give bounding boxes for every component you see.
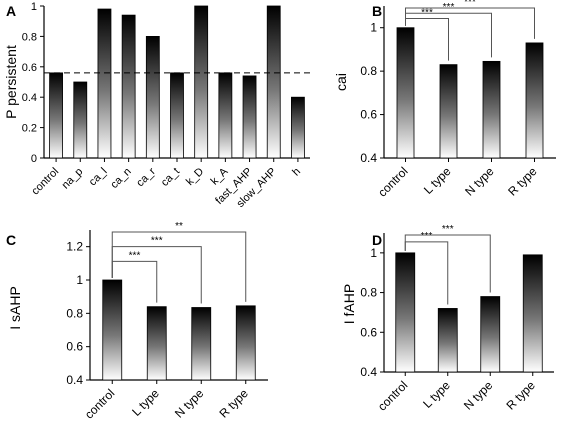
bar	[218, 72, 233, 159]
y-axis-label: I sAHP	[7, 286, 23, 330]
significance-label: ***	[129, 250, 141, 261]
significance-bracket	[111, 231, 247, 302]
x-tick-label: k_D	[184, 166, 206, 188]
panel-letter: A	[6, 3, 16, 19]
significance-label: ***	[151, 236, 163, 247]
bar	[235, 305, 256, 381]
y-tick-label: 0	[31, 153, 37, 165]
x-tick-label: R type	[503, 378, 538, 413]
bar	[482, 60, 501, 159]
x-tick-label: R type	[505, 164, 540, 199]
bar	[194, 5, 209, 159]
y-axis-label: P persistent	[3, 45, 19, 119]
y-tick-label: 1	[370, 246, 377, 260]
y-axis-label: cai	[333, 73, 349, 91]
y-tick-label: 0.4	[360, 365, 377, 379]
x-tick-label: control	[375, 164, 410, 199]
x-tick-label: L type	[421, 164, 454, 197]
bar	[97, 8, 112, 159]
x-tick-label: h	[290, 166, 303, 179]
y-tick-label: 0.8	[360, 286, 377, 300]
bar	[525, 42, 544, 159]
y-tick-label: 0.4	[360, 151, 377, 165]
y-tick-label: 0.6	[360, 108, 377, 122]
significance-label: **	[175, 221, 183, 232]
y-tick-label: 0.4	[66, 373, 83, 387]
bar	[146, 306, 167, 381]
bar	[170, 72, 184, 159]
bar	[191, 307, 212, 381]
y-tick-label: 0.8	[66, 306, 83, 320]
x-tick-label: N type	[462, 164, 497, 199]
y-tick-label: 0.4	[22, 92, 37, 104]
x-tick-label: control	[82, 386, 117, 421]
y-tick-label: 0.6	[66, 340, 83, 354]
y-tick-label: 0.2	[22, 123, 37, 135]
bar	[480, 296, 501, 373]
y-tick-label: 0.8	[360, 64, 377, 78]
panel-d: D I fAHP 0.4 0.6 0.8 1 control L type N type R ty…	[341, 224, 554, 414]
x-tick-label: R type	[216, 386, 251, 421]
x-tick-label: N type	[461, 378, 496, 413]
x-tick-label: ca_l	[87, 166, 110, 189]
significance-label: ***	[421, 231, 433, 242]
bar	[121, 14, 136, 159]
y-tick-label: 0.8	[22, 31, 37, 43]
bar	[396, 27, 415, 159]
y-tick-label: 0.6	[360, 325, 377, 339]
significance-label: ***	[464, 0, 476, 8]
x-tick-label: ca_n	[108, 166, 133, 191]
bar	[49, 72, 63, 159]
bar	[439, 64, 458, 159]
y-tick-label: 1.2	[66, 240, 83, 254]
panel-c: C I sAHP 0.4 0.6 0.8 1 1.2 control L type N type R…	[6, 221, 268, 422]
bar	[522, 254, 543, 373]
x-tick-label: L type	[129, 386, 162, 419]
significance-bracket	[404, 234, 491, 293]
x-tick-label: ca_t	[159, 166, 182, 189]
x-tick-label: control	[375, 378, 410, 413]
significance-label: ***	[442, 224, 454, 235]
panel-letter: C	[6, 232, 16, 248]
panel-letter: D	[372, 232, 382, 248]
bar	[266, 5, 281, 159]
bar	[291, 96, 305, 159]
y-tick-label: 1	[370, 21, 377, 35]
y-axis-label: I fAHP	[341, 284, 357, 324]
y-tick-label: 1	[31, 1, 37, 13]
significance-bracket	[405, 7, 535, 39]
x-tick-label: N type	[172, 386, 207, 421]
bar	[73, 81, 88, 159]
y-tick-label: 0.6	[22, 62, 37, 74]
panel-letter: B	[372, 3, 382, 19]
bar	[242, 75, 257, 159]
bar	[437, 308, 458, 373]
y-tick-label: 1	[76, 273, 83, 287]
bar	[395, 252, 416, 373]
x-tick-label: control	[29, 166, 61, 198]
bar	[102, 279, 123, 381]
x-tick-label: na_p	[60, 166, 86, 192]
bar	[145, 36, 160, 159]
x-tick-label: ca_r	[134, 165, 158, 189]
x-tick-label: L type	[420, 378, 453, 411]
